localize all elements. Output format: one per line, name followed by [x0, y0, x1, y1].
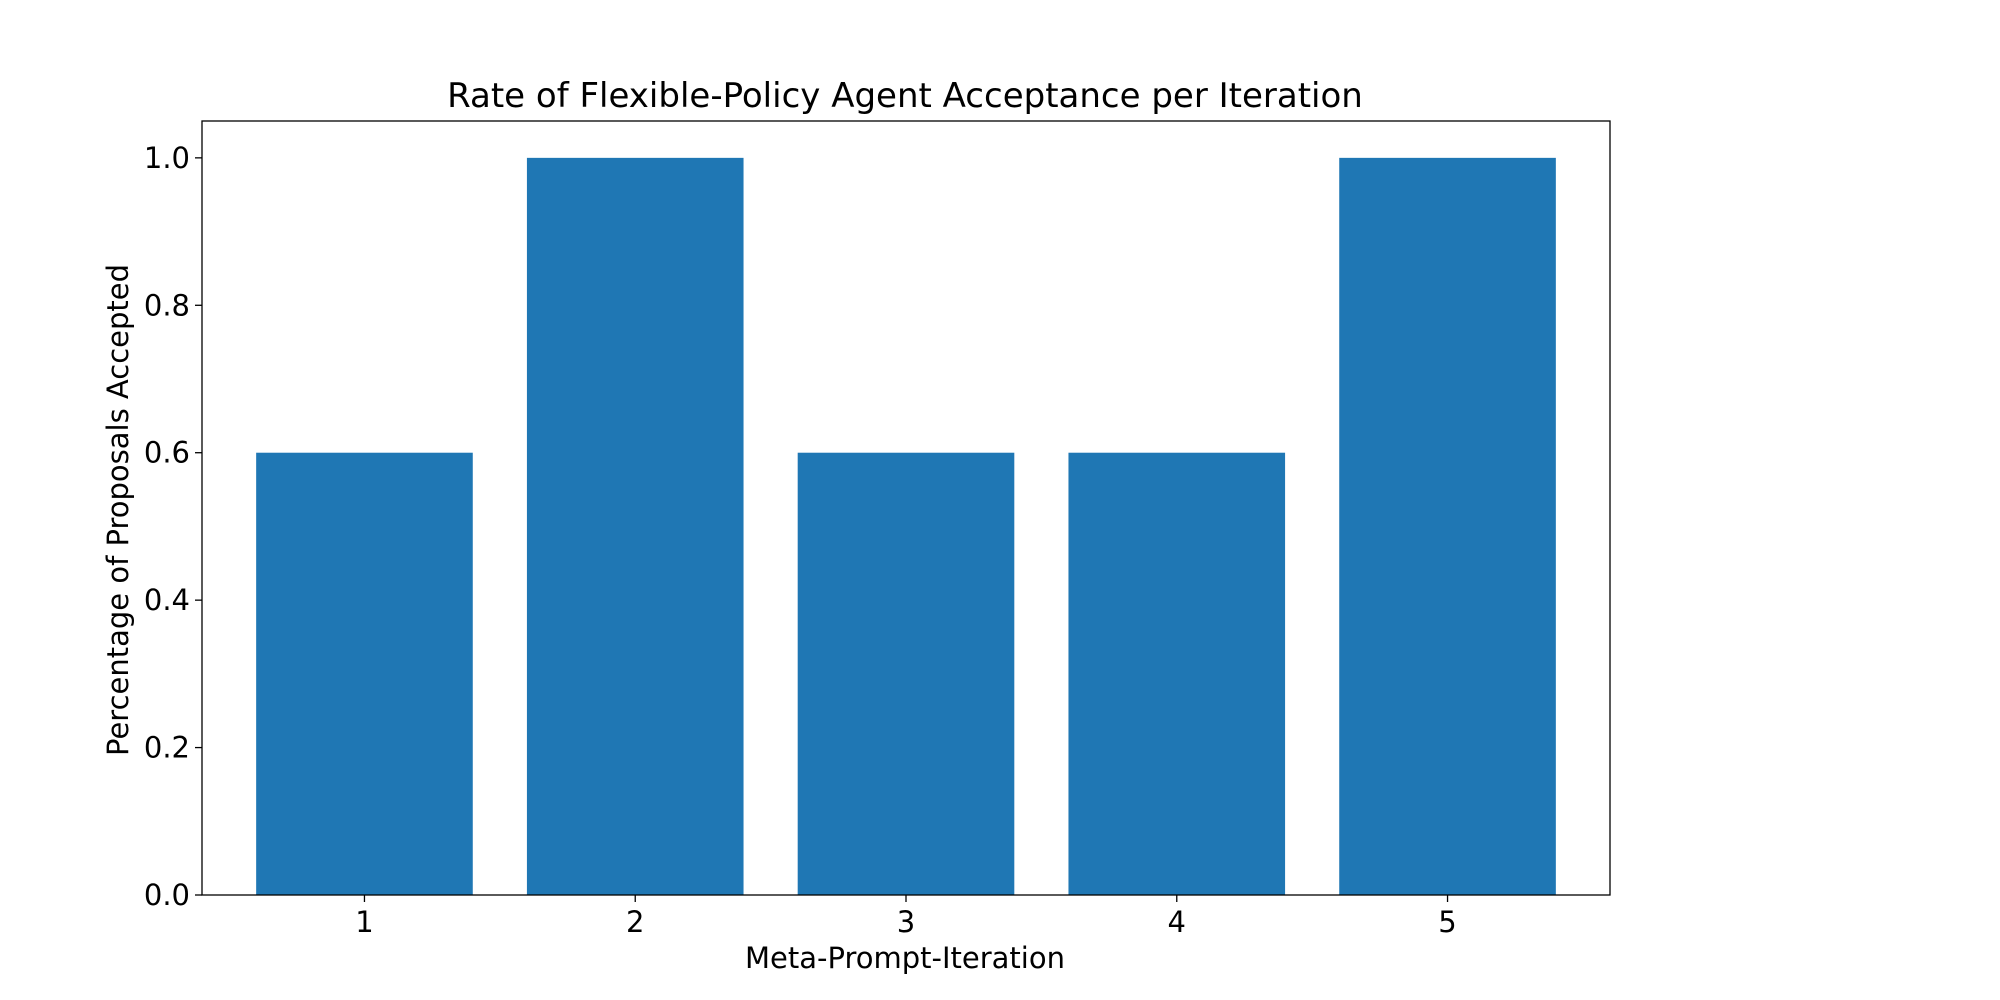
y-tick-label: 0.2 [144, 731, 190, 765]
y-tick-label: 0.6 [144, 436, 190, 470]
bar-4 [1068, 452, 1286, 895]
y-axis-ticks: 0.0 0.2 0.4 0.6 0.8 1.0 [144, 141, 202, 912]
y-tick-label: 0.0 [144, 878, 190, 912]
y-tick-label: 0.8 [144, 288, 190, 322]
y-axis-label: Percentage of Proposals Accepted [101, 264, 135, 756]
y-tick-label: 0.4 [144, 583, 190, 617]
chart-title: Rate of Flexible-Policy Agent Acceptance… [447, 76, 1363, 116]
x-axis-label: Meta-Prompt-Iteration [745, 941, 1065, 975]
bar-3 [797, 452, 1015, 895]
bar-2 [526, 157, 744, 895]
x-tick-label: 1 [355, 905, 373, 939]
plot-area-frame [201, 120, 1611, 896]
x-tick-label: 5 [1438, 905, 1456, 939]
x-tick-label: 3 [897, 905, 915, 939]
x-tick-label: 2 [626, 905, 644, 939]
bar-5 [1339, 157, 1556, 895]
x-axis-ticks: 1 2 3 4 5 [355, 895, 1457, 939]
bars-group [256, 157, 1556, 895]
x-tick-label: 4 [1168, 905, 1186, 939]
y-tick-label: 1.0 [144, 141, 190, 175]
bar-1 [256, 452, 473, 895]
